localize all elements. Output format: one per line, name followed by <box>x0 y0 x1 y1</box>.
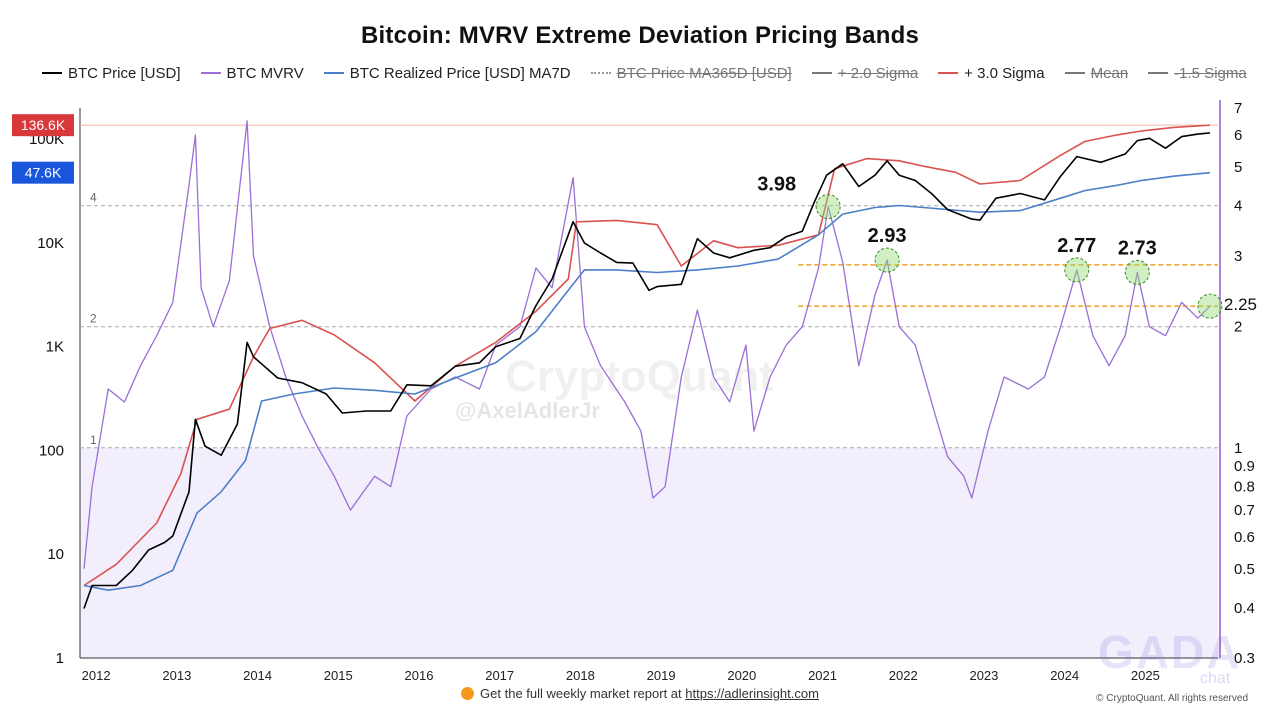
right-tick-label: 3 <box>1234 248 1242 265</box>
x-tick-label: 2021 <box>808 668 837 683</box>
series-line <box>83 132 1210 609</box>
right-tick-label: 0.6 <box>1234 529 1255 546</box>
gada-logo: GADA <box>1098 626 1242 678</box>
right-tick-label: 0.5 <box>1234 561 1255 578</box>
legend-label: -1.5 Sigma <box>1174 64 1247 82</box>
legend: BTC Price [USD] BTC MVRV BTC Realized Pric… <box>42 62 1247 84</box>
legend-item[interactable]: + 3.0 Sigma <box>938 64 1045 82</box>
left-tick-label: 10K <box>37 235 64 252</box>
legend-swatch <box>323 72 344 74</box>
legend-item[interactable]: Mean <box>1064 64 1129 82</box>
x-tick-label: 2022 <box>889 668 918 683</box>
mvrv-level-label: 1 <box>90 433 97 447</box>
peak-marker <box>815 194 841 220</box>
peak-marker <box>1064 257 1090 283</box>
legend-label: BTC Realized Price [USD] MA7D <box>349 64 571 82</box>
x-tick-label: 2017 <box>485 668 514 683</box>
footer-text: Get the full weekly market report at <box>480 686 682 701</box>
right-tick-label: 7 <box>1234 100 1242 117</box>
legend-label: BTC MVRV <box>226 64 304 82</box>
price-badge <box>12 114 74 137</box>
legend-swatch <box>938 72 959 74</box>
annotation-label: 2.73 <box>1118 237 1157 259</box>
legend-label: BTC Price [USD] <box>68 64 181 82</box>
footer-link[interactable]: https://adlerinsight.com <box>685 686 819 701</box>
price-badge-label: 136.6K <box>21 117 66 133</box>
legend-label: BTC Price MA365D [USD] <box>616 64 792 82</box>
legend-swatch <box>1148 72 1169 74</box>
right-tick-label: 6 <box>1234 127 1242 144</box>
mvrv-undervalued-zone <box>80 447 1218 658</box>
price-badge <box>12 161 74 184</box>
left-tick-label: 1K <box>46 339 64 356</box>
legend-swatch <box>200 72 221 74</box>
legend-item[interactable]: BTC Realized Price [USD] MA7D <box>323 64 571 82</box>
peak-marker <box>874 247 900 273</box>
x-tick-label: 2015 <box>324 668 353 683</box>
legend-label: Mean <box>1090 64 1129 82</box>
left-tick-label: 10 <box>47 546 64 563</box>
right-tick-label: 1 <box>1234 440 1242 457</box>
peak-marker <box>1197 293 1223 319</box>
x-tick-label: 2012 <box>82 668 111 683</box>
annotation-label: 3.98 <box>757 174 796 196</box>
left-tick-label: 1 <box>56 650 64 667</box>
mvrv-level-label: 2 <box>90 312 97 326</box>
orange-dot-icon <box>461 687 475 700</box>
legend-swatch <box>590 72 611 74</box>
x-tick-label: 2014 <box>243 668 272 683</box>
chart-title: Bitcoin: MVRV Extreme Deviation Pricing … <box>360 22 919 49</box>
legend-swatch <box>811 72 832 74</box>
series-line <box>83 120 1211 569</box>
x-tick-label: 2019 <box>647 668 676 683</box>
gada-sub: chat <box>1200 670 1231 687</box>
annotation-label: 2.77 <box>1057 235 1096 257</box>
left-tick-label: 100 <box>39 442 64 459</box>
copyright: © CryptoQuant. All rights reserved <box>1096 693 1248 704</box>
legend-swatch <box>1064 72 1085 74</box>
right-tick-label: 0.4 <box>1234 600 1255 617</box>
right-tick-label: 0.7 <box>1234 502 1255 519</box>
legend-item[interactable]: + 2.0 Sigma <box>811 64 919 82</box>
right-tick-label: 0.9 <box>1234 458 1255 475</box>
x-tick-label: 2023 <box>969 668 998 683</box>
legend-label: + 2.0 Sigma <box>837 64 919 82</box>
right-tick-label: 4 <box>1234 198 1242 215</box>
legend-item[interactable]: BTC Price [USD] <box>42 65 181 82</box>
footer: Get the full weekly market report at htt… <box>0 686 1280 701</box>
x-tick-label: 2025 <box>1131 668 1160 683</box>
price-badge-label: 47.6K <box>25 165 62 181</box>
watermark-brand: CryptoQuant <box>505 352 774 401</box>
right-tick-label: 0.8 <box>1234 479 1255 496</box>
x-tick-label: 2013 <box>162 668 191 683</box>
annotation-label: 2.93 <box>868 225 907 247</box>
legend-label: + 3.0 Sigma <box>964 64 1045 82</box>
right-tick-label: 5 <box>1234 159 1242 176</box>
legend-item[interactable]: BTC MVRV <box>200 64 304 82</box>
right-tick-label: 0.3 <box>1234 650 1255 667</box>
x-tick-label: 2024 <box>1050 668 1079 683</box>
annotation-label: 2.25 <box>1224 295 1257 314</box>
x-tick-label: 2018 <box>566 668 595 683</box>
legend-swatch <box>42 72 62 74</box>
right-tick-label: 2 <box>1234 319 1242 336</box>
peak-marker <box>1124 259 1150 285</box>
x-tick-label: 2016 <box>405 668 434 683</box>
mvrv-level-label: 4 <box>90 191 97 205</box>
x-tick-label: 2020 <box>727 668 756 683</box>
legend-item[interactable]: BTC Price MA365D [USD] <box>590 64 792 82</box>
watermark-user: @AxelAdlerJr <box>455 398 600 423</box>
legend-item[interactable]: -1.5 Sigma <box>1148 65 1247 82</box>
